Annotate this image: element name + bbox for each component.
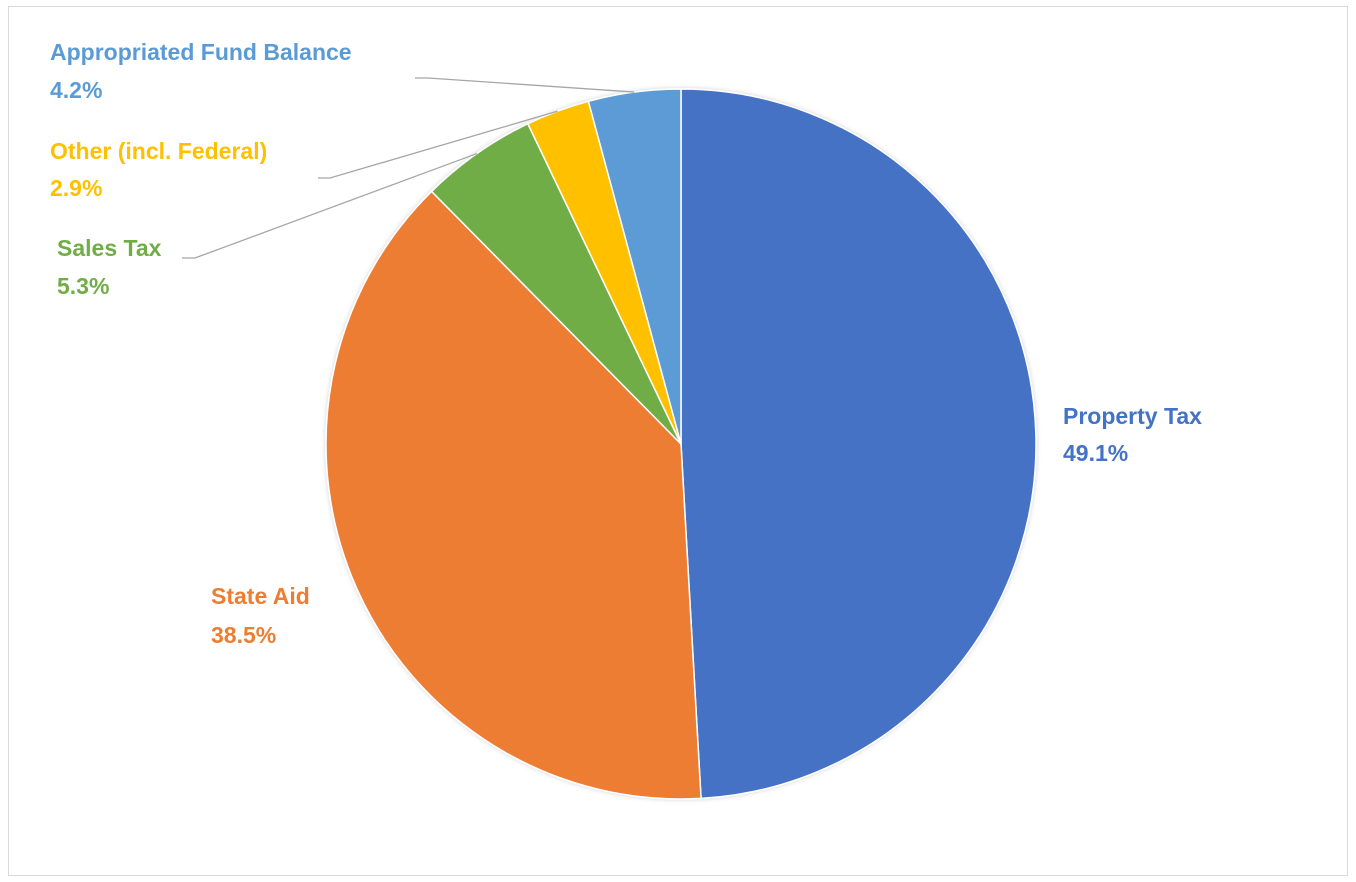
label-sales-tax: Sales Tax bbox=[57, 235, 162, 261]
value-sales-tax: 5.3% bbox=[57, 273, 109, 299]
value-appropriated-fund-balance: 4.2% bbox=[50, 77, 102, 103]
pie-slices bbox=[325, 88, 1037, 800]
slice-state-aid bbox=[325, 190, 702, 800]
slice-property-tax bbox=[680, 88, 1037, 800]
leader-line-sales-tax bbox=[182, 152, 478, 259]
value-property-tax: 49.1% bbox=[1063, 440, 1128, 466]
value-state-aid: 38.5% bbox=[211, 622, 276, 648]
label-state-aid: State Aid bbox=[211, 583, 310, 609]
label-other-federal: Other (incl. Federal) bbox=[50, 138, 267, 164]
leader-line-appropriated-fund-balance bbox=[415, 77, 635, 93]
leader-lines bbox=[182, 77, 635, 259]
value-other-federal: 2.9% bbox=[50, 175, 102, 201]
label-property-tax: Property Tax bbox=[1063, 403, 1202, 429]
label-appropriated-fund-balance: Appropriated Fund Balance bbox=[50, 39, 352, 65]
leader-line-other-federal bbox=[318, 110, 558, 179]
